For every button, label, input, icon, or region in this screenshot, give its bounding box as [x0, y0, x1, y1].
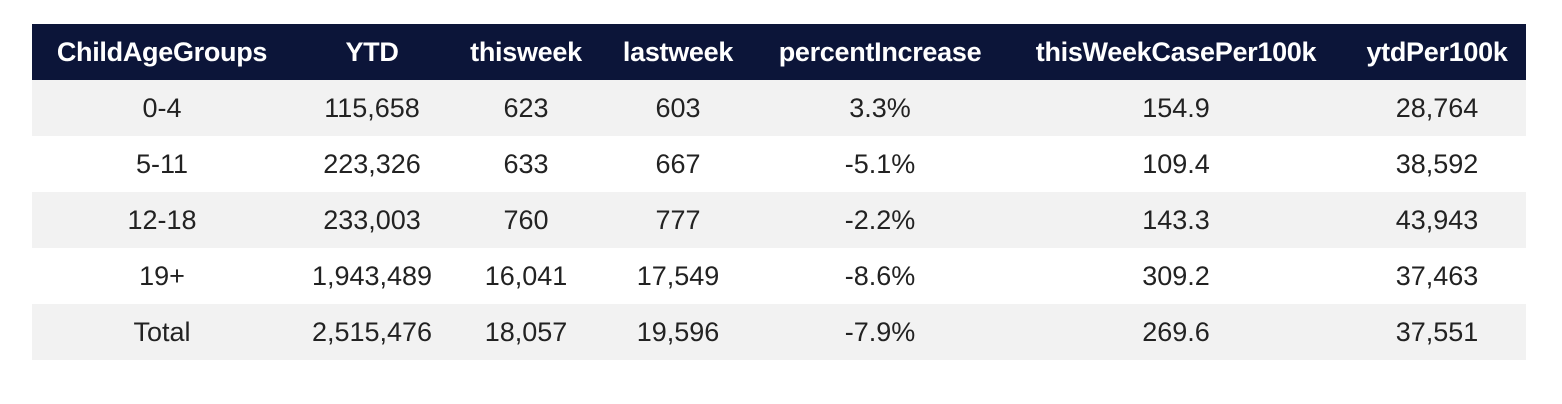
table-cell: 12-18	[127, 204, 197, 235]
table-cell: 109.4	[1142, 148, 1210, 179]
table-cell: -7.9%	[844, 316, 916, 347]
table-cell: 28,764	[1395, 92, 1479, 123]
table-cell: 633	[503, 148, 549, 179]
table-cell: 143.3	[1142, 204, 1210, 235]
table-cell: 233,003	[323, 204, 421, 235]
table-row-total: Total 2,515,476 18,057 19,596 -7.9% 269.…	[32, 304, 1526, 360]
table-cell: 223,326	[323, 148, 421, 179]
table-cell: 115,658	[324, 92, 420, 123]
age-group-case-table: ChildAgeGroups YTD thisweek lastweek per…	[32, 24, 1526, 360]
table-cell: 19+	[139, 260, 185, 291]
table-cell: -8.6%	[844, 260, 916, 291]
column-header: YTD	[345, 36, 399, 67]
table-cell: 603	[655, 92, 701, 123]
header-row: ChildAgeGroups YTD thisweek lastweek per…	[32, 24, 1526, 80]
table-cell: 269.6	[1142, 316, 1210, 347]
table-cell: 667	[655, 148, 701, 179]
table-cell: 19,596	[636, 316, 720, 347]
data-table-container: ChildAgeGroups YTD thisweek lastweek per…	[32, 24, 1526, 360]
table-cell: 154.9	[1142, 92, 1210, 123]
table-cell: 17,549	[636, 260, 720, 291]
table-row: 5-11 223,326 633 667 -5.1% 109.4 38,592	[32, 136, 1526, 192]
table-cell: 3.3%	[849, 92, 911, 123]
table-cell: Total	[133, 316, 191, 347]
table-cell: 18,057	[484, 316, 568, 347]
table-cell: 2,515,476	[311, 316, 433, 347]
table-cell: 38,592	[1395, 148, 1479, 179]
table-header: ChildAgeGroups YTD thisweek lastweek per…	[32, 24, 1526, 80]
table-row: 19+ 1,943,489 16,041 17,549 -8.6% 309.2 …	[32, 248, 1526, 304]
table-cell: 777	[655, 204, 701, 235]
table-cell: -2.2%	[844, 204, 916, 235]
column-header: thisweek	[470, 36, 582, 67]
table-cell: 16,041	[484, 260, 568, 291]
table-cell: 43,943	[1395, 204, 1479, 235]
table-cell: 0-4	[142, 92, 182, 123]
column-header: percentIncrease	[778, 36, 982, 67]
table-cell: 5-11	[135, 148, 189, 179]
table-body: 0-4 115,658 623 603 3.3% 154.9 28,764 5-…	[32, 80, 1526, 360]
table-row: 12-18 233,003 760 777 -2.2% 143.3 43,943	[32, 192, 1526, 248]
column-header: lastweek	[622, 36, 734, 67]
column-header: ytdPer100k	[1366, 36, 1508, 67]
table-cell: 37,463	[1395, 260, 1479, 291]
table-cell: 623	[503, 92, 549, 123]
table-cell: 37,551	[1395, 316, 1479, 347]
table-cell: 760	[503, 204, 549, 235]
column-header: ChildAgeGroups	[56, 36, 268, 67]
table-cell: 1,943,489	[311, 260, 433, 291]
table-row: 0-4 115,658 623 603 3.3% 154.9 28,764	[32, 80, 1526, 136]
table-cell: 309.2	[1142, 260, 1210, 291]
table-cell: -5.1%	[844, 148, 916, 179]
column-header: thisWeekCasePer100k	[1035, 36, 1317, 67]
